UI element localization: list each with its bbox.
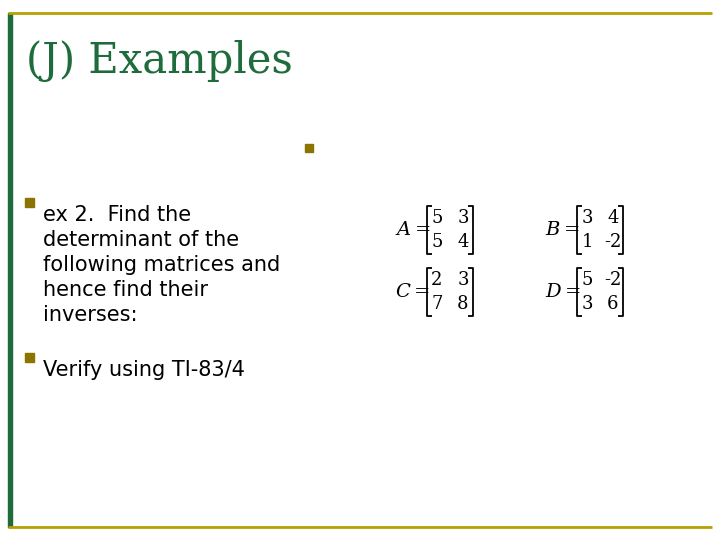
Text: 5: 5 — [431, 233, 443, 251]
Text: following matrices and: following matrices and — [43, 255, 280, 275]
Text: ex 2.  Find the: ex 2. Find the — [43, 205, 191, 225]
Text: hence find their: hence find their — [43, 280, 208, 300]
Text: 5: 5 — [581, 271, 593, 289]
Bar — [25, 353, 34, 362]
Text: (J) Examples: (J) Examples — [26, 40, 293, 82]
Text: $A=$: $A=$ — [395, 221, 431, 239]
Text: -2: -2 — [604, 271, 621, 289]
Text: Verify using TI-83/4: Verify using TI-83/4 — [43, 360, 245, 380]
Bar — [305, 144, 313, 152]
Text: 3: 3 — [581, 209, 593, 227]
Text: 4: 4 — [457, 233, 469, 251]
Text: 5: 5 — [431, 209, 443, 227]
Text: 4: 4 — [607, 209, 618, 227]
Text: 3: 3 — [581, 295, 593, 313]
Text: 6: 6 — [607, 295, 618, 313]
Text: 8: 8 — [457, 295, 469, 313]
Text: 1: 1 — [581, 233, 593, 251]
Bar — [8, 13, 12, 527]
Text: $D=$: $D=$ — [545, 283, 581, 301]
Text: 3: 3 — [457, 209, 469, 227]
Text: determinant of the: determinant of the — [43, 230, 239, 250]
Bar — [25, 198, 34, 207]
Text: 3: 3 — [457, 271, 469, 289]
Text: 7: 7 — [431, 295, 443, 313]
Text: $C=$: $C=$ — [395, 283, 430, 301]
Text: -2: -2 — [604, 233, 621, 251]
Text: inverses:: inverses: — [43, 305, 138, 325]
Text: 2: 2 — [431, 271, 443, 289]
Text: $B=$: $B=$ — [545, 221, 580, 239]
